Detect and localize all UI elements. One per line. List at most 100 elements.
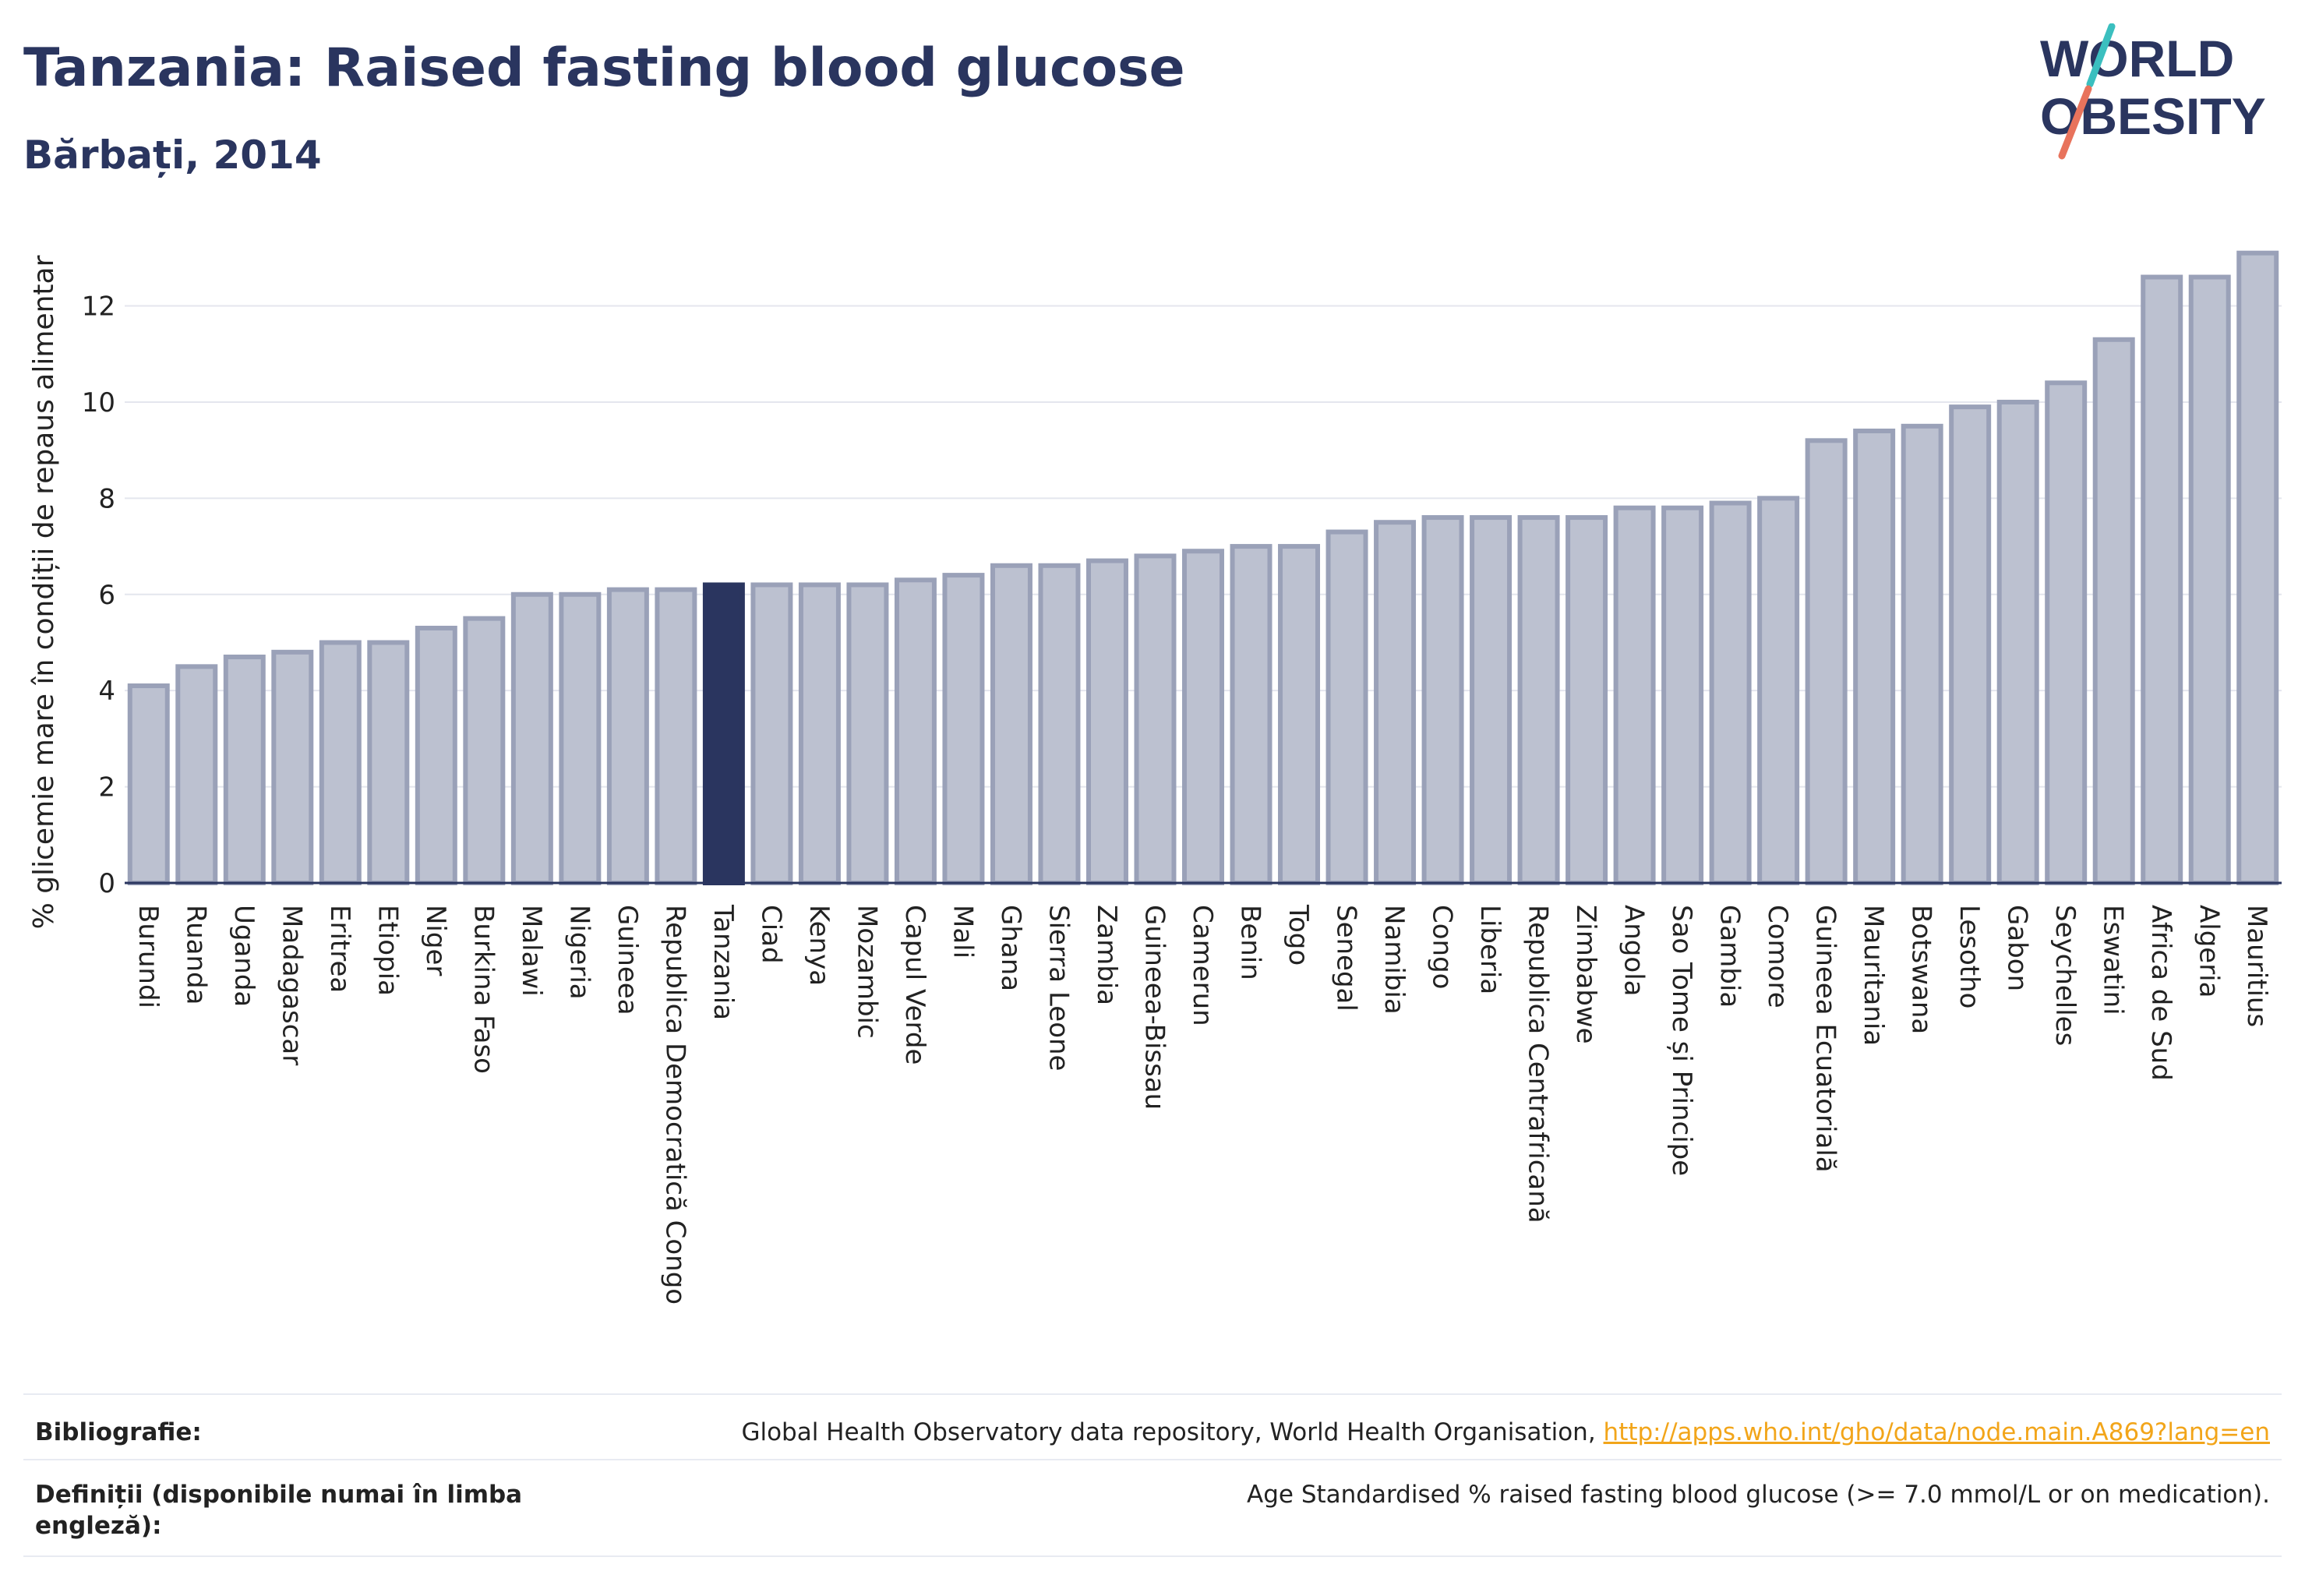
bar-eritrea[interactable] <box>319 640 362 886</box>
bar-guineea-ecuatorial-[interactable] <box>1805 438 1848 885</box>
y-tick-label: 6 <box>98 580 115 611</box>
bar-guineea-bissau[interactable] <box>1134 553 1177 885</box>
x-tick-label: Malawi <box>516 905 547 997</box>
bar-senegal[interactable] <box>1325 529 1368 886</box>
x-tick-label: Tanzania <box>708 904 739 1020</box>
x-tick-label: Eswatini <box>2098 905 2129 1015</box>
bar-republica-centrafrican-[interactable] <box>1517 515 1560 886</box>
x-tick-label: Burundi <box>132 905 164 1008</box>
footer-divider-top <box>23 1393 2282 1395</box>
bar-ruanda[interactable] <box>175 664 218 885</box>
definitions-text: Age Standardised % raised fasting blood … <box>1247 1481 2270 1509</box>
bar-africa-de-sud[interactable] <box>2141 274 2183 885</box>
bars <box>127 250 2279 886</box>
bar-camerun[interactable] <box>1182 549 1224 885</box>
bar-congo[interactable] <box>1421 515 1464 886</box>
bar-chart: 0 2 4 6 8 10 12 Burundi Ruanda Uganda Madagascar E… <box>28 250 2282 1305</box>
bar-uganda[interactable] <box>223 654 266 886</box>
x-tick-label: Kenya <box>803 905 835 986</box>
bibliography-label: Bibliografie: <box>35 1418 202 1446</box>
bar-zimbabwe[interactable] <box>1565 515 1608 886</box>
x-tick-label: Botswana <box>1906 905 1937 1034</box>
bar-zambia[interactable] <box>1085 558 1128 886</box>
footer-divider-bottom <box>23 1555 2282 1557</box>
bar-togo[interactable] <box>1278 544 1321 886</box>
bar-mauritius[interactable] <box>2236 250 2279 886</box>
bar-ghana[interactable] <box>990 563 1032 885</box>
bibliography-source: Global Health Observatory data repositor… <box>741 1418 1604 1446</box>
x-tick-label: Burkina Faso <box>468 905 499 1074</box>
y-tick-label: 2 <box>98 772 115 803</box>
x-tick-label: Ruanda <box>180 905 211 1005</box>
bar-lesotho[interactable] <box>1949 404 1992 885</box>
x-tick-label: Liberia <box>1474 905 1505 994</box>
x-tick-label: Comore <box>1762 905 1793 1008</box>
bar-botswana[interactable] <box>1901 423 1943 885</box>
x-tick-label: Republica Centrafricană <box>1523 905 1554 1223</box>
bar-liberia[interactable] <box>1470 515 1513 886</box>
x-tick-label: Mali <box>947 905 978 959</box>
bar-malawi[interactable] <box>510 591 553 885</box>
bar-guineea[interactable] <box>606 587 649 885</box>
x-tick-label: Angola <box>1618 905 1650 996</box>
world-obesity-logo: WORLD OBESITY <box>2040 23 2266 160</box>
x-tick-label: Camerun <box>1187 905 1218 1026</box>
bar-capul-verde[interactable] <box>894 577 937 885</box>
y-tick-label: 10 <box>82 387 115 418</box>
bar-niger[interactable] <box>415 625 457 886</box>
bar-sao-tome-i-principe[interactable] <box>1661 505 1704 885</box>
bar-eswatini[interactable] <box>2092 337 2135 885</box>
bar-kenya[interactable] <box>798 582 841 885</box>
x-tick-label: Sierra Leone <box>1043 905 1074 1071</box>
x-tick-label: Seychelles <box>2049 905 2081 1046</box>
y-tick-labels: 0 2 4 6 8 10 12 <box>82 291 115 899</box>
bar-burkina-faso[interactable] <box>463 616 506 885</box>
bar-benin[interactable] <box>1230 544 1273 886</box>
x-tick-label: Nigeria <box>563 905 595 1000</box>
x-tick-label: Guineea <box>612 905 643 1015</box>
x-tick-label: Mauritania <box>1858 905 1889 1046</box>
page-title: Tanzania: Raised fasting blood glucose <box>23 37 1185 99</box>
x-tick-label: Namibia <box>1378 905 1410 1015</box>
bar-angola[interactable] <box>1613 505 1656 885</box>
y-axis-title: % glicemie mare în condiții de repaus al… <box>28 255 60 929</box>
x-tick-label: Ghana <box>995 905 1026 991</box>
x-tick-label: Gambia <box>1714 905 1746 1008</box>
bar-mali[interactable] <box>942 573 985 886</box>
bar-seychelles[interactable] <box>2045 380 2088 885</box>
bar-algeria[interactable] <box>2188 274 2231 885</box>
y-tick-label: 8 <box>98 483 115 514</box>
bar-sierra-leone[interactable] <box>1038 563 1081 885</box>
x-tick-label: Congo <box>1427 905 1458 989</box>
bar-etiopia[interactable] <box>367 640 410 886</box>
bibliography-link[interactable]: http://apps.who.int/gho/data/node.main.A… <box>1603 1418 2270 1446</box>
x-tick-label: Zimbabwe <box>1570 905 1601 1044</box>
x-tick-label: Niger <box>420 905 451 976</box>
page-subtitle: Bărbați, 2014 <box>23 132 322 178</box>
y-tick-label: 4 <box>98 676 115 707</box>
bar-comore[interactable] <box>1757 496 1800 885</box>
x-tick-label: Capul Verde <box>899 905 930 1065</box>
bar-mauritania[interactable] <box>1853 428 1896 885</box>
x-tick-label: Etiopia <box>372 905 403 996</box>
bar-nigeria[interactable] <box>559 591 602 885</box>
x-tick-label: Uganda <box>228 905 259 1007</box>
svg-text:WORLD: WORLD <box>2040 30 2234 87</box>
bar-madagascar[interactable] <box>271 649 314 885</box>
y-tick-label: 12 <box>82 291 115 323</box>
definitions-label: Definiții (disponibile numai în limba en… <box>35 1481 523 1540</box>
bar-ciad[interactable] <box>750 582 793 885</box>
x-tick-label: Republica Democratică Congo <box>659 905 690 1305</box>
bibliography-text: Global Health Observatory data repositor… <box>741 1417 2270 1448</box>
bar-namibia[interactable] <box>1374 520 1417 885</box>
bar-mozambic[interactable] <box>846 582 889 885</box>
bar-burundi[interactable] <box>127 683 170 886</box>
bar-gambia[interactable] <box>1709 500 1752 885</box>
x-tick-label: Lesotho <box>1954 905 1985 1008</box>
bar-republica-democratic-congo[interactable] <box>655 587 697 885</box>
x-tick-label: Madagascar <box>276 905 307 1065</box>
bar-gabon[interactable] <box>1996 399 2039 885</box>
x-tick-label: Africa de Sud <box>2145 905 2176 1081</box>
bar-tanzania[interactable] <box>702 582 745 885</box>
x-tick-label: Guineea Ecuatorială <box>1810 905 1841 1173</box>
